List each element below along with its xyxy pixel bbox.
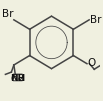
FancyBboxPatch shape <box>13 74 22 81</box>
Text: Br: Br <box>2 9 13 19</box>
Text: 2: 2 <box>19 74 23 83</box>
Text: Br: Br <box>90 15 101 25</box>
Text: (R): (R) <box>10 74 21 80</box>
Text: O: O <box>87 58 96 68</box>
Text: NH: NH <box>10 74 25 83</box>
